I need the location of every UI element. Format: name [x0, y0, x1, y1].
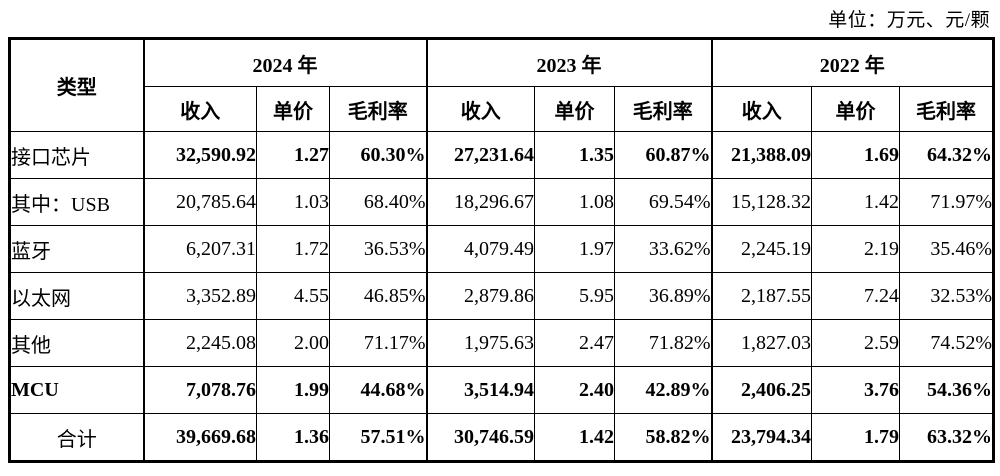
cell-price-2023: 1.42: [534, 413, 616, 462]
cell-price-2024: 4.55: [256, 272, 330, 320]
cell-revenue-2022: 15,128.32: [710, 178, 813, 226]
col-header-revenue-2022: 收入: [710, 86, 813, 132]
row-label: MCU: [9, 366, 144, 414]
table-row-ethernet: 以太网 3,352.89 4.55 46.85% 2,879.86 5.95 3…: [9, 272, 995, 320]
cell-margin-2023: 58.82%: [614, 413, 713, 462]
col-header-revenue-2024: 收入: [142, 86, 257, 132]
cell-margin-2024: 60.30%: [328, 131, 428, 179]
cell-revenue-2023: 4,079.49: [425, 225, 536, 273]
cell-revenue-2024: 7,078.76: [142, 366, 257, 414]
cell-price-2022: 1.42: [811, 178, 901, 226]
cell-price-2023: 1.97: [534, 225, 616, 273]
cell-margin-2022: 32.53%: [899, 272, 995, 320]
cell-revenue-2022: 2,406.25: [710, 366, 813, 414]
header-row-metrics: 收入 单价 毛利率 收入 单价 毛利率 收入 单价 毛利率: [10, 86, 995, 132]
cell-price-2024: 1.99: [256, 366, 330, 414]
cell-revenue-2024: 32,590.92: [142, 131, 257, 179]
cell-revenue-2022: 2,245.19: [710, 225, 813, 273]
cell-margin-2023: 36.89%: [614, 272, 713, 320]
cell-revenue-2024: 2,245.08: [142, 319, 257, 367]
cell-revenue-2024: 6,207.31: [142, 225, 257, 273]
cell-margin-2022: 74.52%: [899, 319, 995, 367]
cell-revenue-2024: 20,785.64: [142, 178, 257, 226]
table-row-others: 其他 2,245.08 2.00 71.17% 1,975.63 2.47 71…: [9, 319, 995, 367]
cell-revenue-2023: 2,879.86: [425, 272, 536, 320]
cell-price-2022: 2.59: [811, 319, 901, 367]
cell-margin-2024: 46.85%: [328, 272, 428, 320]
row-label: 其他: [9, 319, 144, 367]
cell-price-2022: 1.69: [811, 131, 901, 179]
col-header-year-2023: 2023 年: [425, 38, 713, 87]
cell-revenue-2023: 1,975.63: [425, 319, 536, 367]
cell-margin-2022: 35.46%: [899, 225, 995, 273]
cell-margin-2023: 60.87%: [614, 131, 713, 179]
cell-price-2023: 2.40: [534, 366, 616, 414]
cell-price-2023: 5.95: [534, 272, 616, 320]
cell-margin-2023: 69.54%: [614, 178, 713, 226]
col-header-price-2023: 单价: [534, 86, 616, 132]
cell-revenue-2023: 3,514.94: [425, 366, 536, 414]
cell-margin-2023: 33.62%: [614, 225, 713, 273]
cell-margin-2022: 63.32%: [899, 413, 995, 462]
cell-price-2023: 1.08: [534, 178, 616, 226]
cell-revenue-2024: 39,669.68: [142, 413, 257, 462]
row-label: 其中：USB: [9, 178, 144, 226]
row-label: 接口芯片: [9, 131, 144, 179]
cell-revenue-2022: 21,388.09: [710, 131, 813, 179]
cell-price-2024: 2.00: [256, 319, 330, 367]
table-row-bluetooth: 蓝牙 6,207.31 1.72 36.53% 4,079.49 1.97 33…: [9, 225, 995, 273]
cell-price-2022: 1.79: [811, 413, 901, 462]
cell-price-2024: 1.03: [256, 178, 330, 226]
cell-margin-2022: 71.97%: [899, 178, 995, 226]
table-row-interface-chips: 接口芯片 32,590.92 1.27 60.30% 27,231.64 1.3…: [9, 131, 995, 179]
cell-price-2023: 1.35: [534, 131, 616, 179]
cell-price-2024: 1.27: [256, 131, 330, 179]
table-row-mcu: MCU 7,078.76 1.99 44.68% 3,514.94 2.40 4…: [9, 366, 995, 414]
cell-price-2024: 1.72: [256, 225, 330, 273]
cell-revenue-2024: 3,352.89: [142, 272, 257, 320]
cell-revenue-2022: 23,794.34: [710, 413, 813, 462]
table-row-usb: 其中：USB 20,785.64 1.03 68.40% 18,296.67 1…: [9, 178, 995, 226]
cell-margin-2022: 54.36%: [899, 366, 995, 414]
header-row-years: 类型 2024 年 2023 年 2022 年: [9, 38, 995, 132]
cell-price-2024: 1.36: [256, 413, 330, 462]
cell-price-2023: 2.47: [534, 319, 616, 367]
financial-table: 类型 2024 年 2023 年 2022 年 收入 单价 毛利率 收入 单价 …: [8, 37, 996, 463]
cell-margin-2023: 42.89%: [614, 366, 713, 414]
cell-price-2022: 7.24: [811, 272, 901, 320]
col-header-year-2024: 2024 年: [142, 38, 428, 87]
row-label: 蓝牙: [9, 225, 144, 273]
cell-revenue-2022: 2,187.55: [710, 272, 813, 320]
col-header-year-2022: 2022 年: [710, 38, 995, 87]
cell-price-2022: 3.76: [811, 366, 901, 414]
col-header-type: 类型: [9, 38, 144, 132]
col-header-price-2022: 单价: [811, 86, 901, 132]
cell-price-2022: 2.19: [811, 225, 901, 273]
table-row-total: 合计 39,669.68 1.36 57.51% 30,746.59 1.42 …: [9, 413, 995, 462]
row-label: 合计: [9, 413, 144, 462]
col-header-margin-2023: 毛利率: [614, 86, 713, 132]
cell-revenue-2022: 1,827.03: [710, 319, 813, 367]
cell-margin-2023: 71.82%: [614, 319, 713, 367]
cell-revenue-2023: 27,231.64: [425, 131, 536, 179]
col-header-margin-2022: 毛利率: [899, 86, 995, 132]
cell-revenue-2023: 18,296.67: [425, 178, 536, 226]
cell-margin-2022: 64.32%: [899, 131, 995, 179]
cell-margin-2024: 57.51%: [328, 413, 428, 462]
row-label: 以太网: [9, 272, 144, 320]
col-header-price-2024: 单价: [256, 86, 330, 132]
col-header-revenue-2023: 收入: [425, 86, 536, 132]
cell-revenue-2023: 30,746.59: [425, 413, 536, 462]
cell-margin-2024: 36.53%: [328, 225, 428, 273]
cell-margin-2024: 71.17%: [328, 319, 428, 367]
cell-margin-2024: 44.68%: [328, 366, 428, 414]
unit-note: 单位：万元、元/颗: [828, 10, 990, 31]
col-header-margin-2024: 毛利率: [328, 86, 428, 132]
cell-margin-2024: 68.40%: [328, 178, 428, 226]
